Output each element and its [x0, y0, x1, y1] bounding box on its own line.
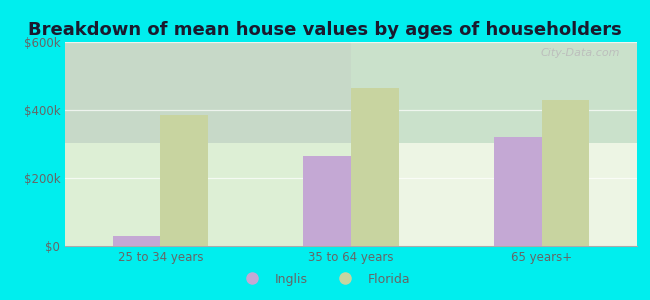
Bar [304, 156, 351, 246]
Bar [112, 236, 161, 246]
Legend: Inglis, Florida: Inglis, Florida [235, 268, 415, 291]
Bar [494, 137, 541, 246]
Bar [541, 100, 590, 246]
Text: City-Data.com: City-Data.com [540, 48, 620, 58]
Bar [351, 88, 398, 246]
Bar [161, 115, 208, 246]
Text: Breakdown of mean house values by ages of householders: Breakdown of mean house values by ages o… [28, 21, 622, 39]
